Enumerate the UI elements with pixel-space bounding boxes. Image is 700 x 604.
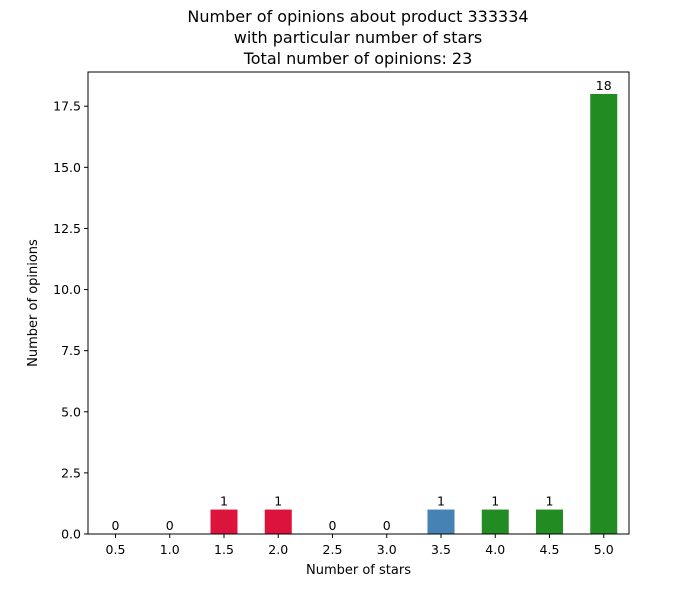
data-label-2.5: 0 xyxy=(329,518,337,533)
data-label-0.5: 0 xyxy=(112,518,120,533)
x-tick-label-4.5: 4.5 xyxy=(540,542,560,557)
y-tick-label-0: 0.0 xyxy=(61,527,81,542)
x-axis-label: Number of stars xyxy=(306,563,411,578)
chart-title-line-3: Total number of opinions: 23 xyxy=(243,49,473,68)
chart-title-line-2: with particular number of stars xyxy=(234,28,483,47)
x-tick-label-4.0: 4.0 xyxy=(485,542,505,557)
y-tick-label-4: 10.0 xyxy=(53,282,81,297)
x-tick-label-0.5: 0.5 xyxy=(106,542,126,557)
bar-1.5 xyxy=(210,509,238,534)
y-tick-label-2: 5.0 xyxy=(61,404,81,419)
bars xyxy=(210,94,618,534)
chart-title: Number of opinions about product 333334 … xyxy=(187,7,528,68)
data-label-1.0: 0 xyxy=(166,518,174,533)
x-tick-label-1.5: 1.5 xyxy=(214,542,234,557)
data-label-3.0: 0 xyxy=(383,518,391,533)
data-label-4.0: 1 xyxy=(491,494,499,509)
bar-4.0 xyxy=(481,509,509,534)
data-label-2.0: 1 xyxy=(274,494,282,509)
x-tick-label-3.5: 3.5 xyxy=(431,542,451,557)
y-axis-label: Number of opinions xyxy=(26,239,41,367)
x-axis-ticks: 0.5 1.0 1.5 2.0 2.5 3.0 3.5 4.0 4.5 5.0 xyxy=(106,534,614,557)
plot-frame xyxy=(87,71,630,535)
bar-3.5 xyxy=(427,509,455,534)
bar-5.0 xyxy=(590,94,618,534)
x-tick-label-1.0: 1.0 xyxy=(160,542,180,557)
x-tick-label-3.0: 3.0 xyxy=(377,542,397,557)
data-label-3.5: 1 xyxy=(437,494,445,509)
x-tick-label-5.0: 5.0 xyxy=(594,542,614,557)
y-tick-label-6: 15.0 xyxy=(53,160,81,175)
y-tick-label-5: 12.5 xyxy=(53,221,81,236)
data-label-4.5: 1 xyxy=(546,494,554,509)
data-label-1.5: 1 xyxy=(220,494,228,509)
data-labels: 0 0 1 1 0 0 1 1 1 18 xyxy=(112,78,612,533)
y-tick-label-1: 2.5 xyxy=(61,465,81,480)
x-tick-label-2.0: 2.0 xyxy=(268,542,288,557)
x-tick-label-2.5: 2.5 xyxy=(323,542,343,557)
y-tick-label-7: 17.5 xyxy=(53,99,81,114)
y-tick-label-3: 7.5 xyxy=(61,343,81,358)
y-axis-ticks: 0.0 2.5 5.0 7.5 10.0 12.5 15.0 17.5 xyxy=(53,99,88,542)
bar-4.5 xyxy=(536,509,563,534)
bar-2.0 xyxy=(264,509,292,534)
data-label-5.0: 18 xyxy=(596,78,612,93)
chart-title-line-1: Number of opinions about product 333334 xyxy=(187,7,528,26)
